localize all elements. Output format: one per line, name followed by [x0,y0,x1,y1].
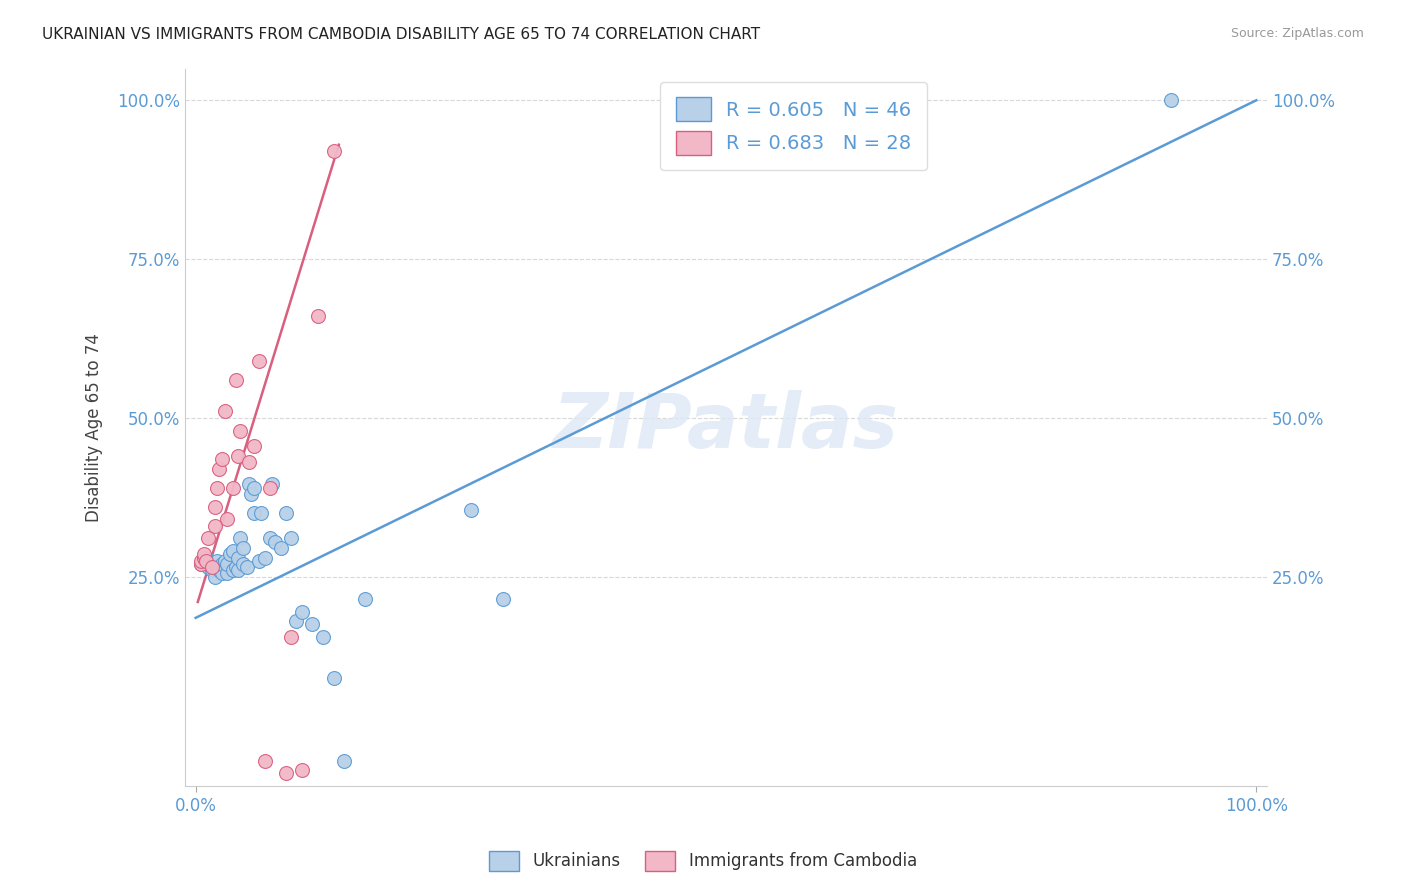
Text: ZIPatlas: ZIPatlas [553,391,898,465]
Point [217,512,239,526]
Point [226,563,249,577]
Point [217,557,239,571]
Point [243,439,266,453]
Point [259,532,281,546]
Point [195,554,218,568]
Point [208,563,231,577]
Point [301,617,323,632]
Point [204,569,226,583]
Point [197,532,219,546]
Point [211,566,233,581]
Point [226,550,249,565]
Point [322,144,344,158]
Point [190,557,212,571]
Point [1160,93,1182,107]
Point [274,506,297,520]
Point [204,500,226,514]
Point [208,461,231,475]
Point [200,563,222,577]
Point [222,481,245,495]
Point [232,541,254,555]
Point [250,506,273,520]
Point [280,630,302,644]
Point [205,481,228,495]
Point [197,560,219,574]
Point [247,353,270,368]
Point [205,554,228,568]
Point [247,554,270,568]
Point [253,754,276,768]
Point [222,544,245,558]
Point [190,554,212,568]
Point [270,541,292,555]
Point [200,560,222,574]
Point [264,534,287,549]
Point [260,477,283,491]
Point [225,373,247,387]
Point [232,557,254,571]
Point [322,671,344,685]
Point [226,449,249,463]
Point [190,557,212,571]
Point [214,554,236,568]
Point [291,764,314,778]
Point [217,566,239,581]
Point [259,481,281,495]
Point [225,560,247,574]
Point [211,557,233,571]
Point [312,630,335,644]
Point [253,550,276,565]
Point [211,452,233,467]
Point [280,532,302,546]
Point [460,503,482,517]
Point [238,455,260,469]
Point [243,481,266,495]
Point [243,506,266,520]
Point [204,518,226,533]
Legend: Ukrainians, Immigrants from Cambodia: Ukrainians, Immigrants from Cambodia [481,842,925,880]
Point [193,547,215,561]
Point [218,547,240,561]
Point [214,404,236,418]
Point [333,754,356,768]
Point [205,560,228,574]
Y-axis label: Disability Age 65 to 74: Disability Age 65 to 74 [86,333,103,522]
Point [193,550,215,565]
Point [229,532,252,546]
Point [229,424,252,438]
Point [274,766,297,780]
Text: Source: ZipAtlas.com: Source: ZipAtlas.com [1230,27,1364,40]
Point [285,614,308,628]
Point [235,560,257,574]
Point [222,563,245,577]
Point [195,550,218,565]
Point [291,605,314,619]
Point [238,477,260,491]
Text: UKRAINIAN VS IMMIGRANTS FROM CAMBODIA DISABILITY AGE 65 TO 74 CORRELATION CHART: UKRAINIAN VS IMMIGRANTS FROM CAMBODIA DI… [42,27,761,42]
Point [307,309,329,323]
Legend: R = 0.605   N = 46, R = 0.683   N = 28: R = 0.605 N = 46, R = 0.683 N = 28 [659,82,927,170]
Point [354,591,377,606]
Point [492,591,515,606]
Point [239,487,262,501]
